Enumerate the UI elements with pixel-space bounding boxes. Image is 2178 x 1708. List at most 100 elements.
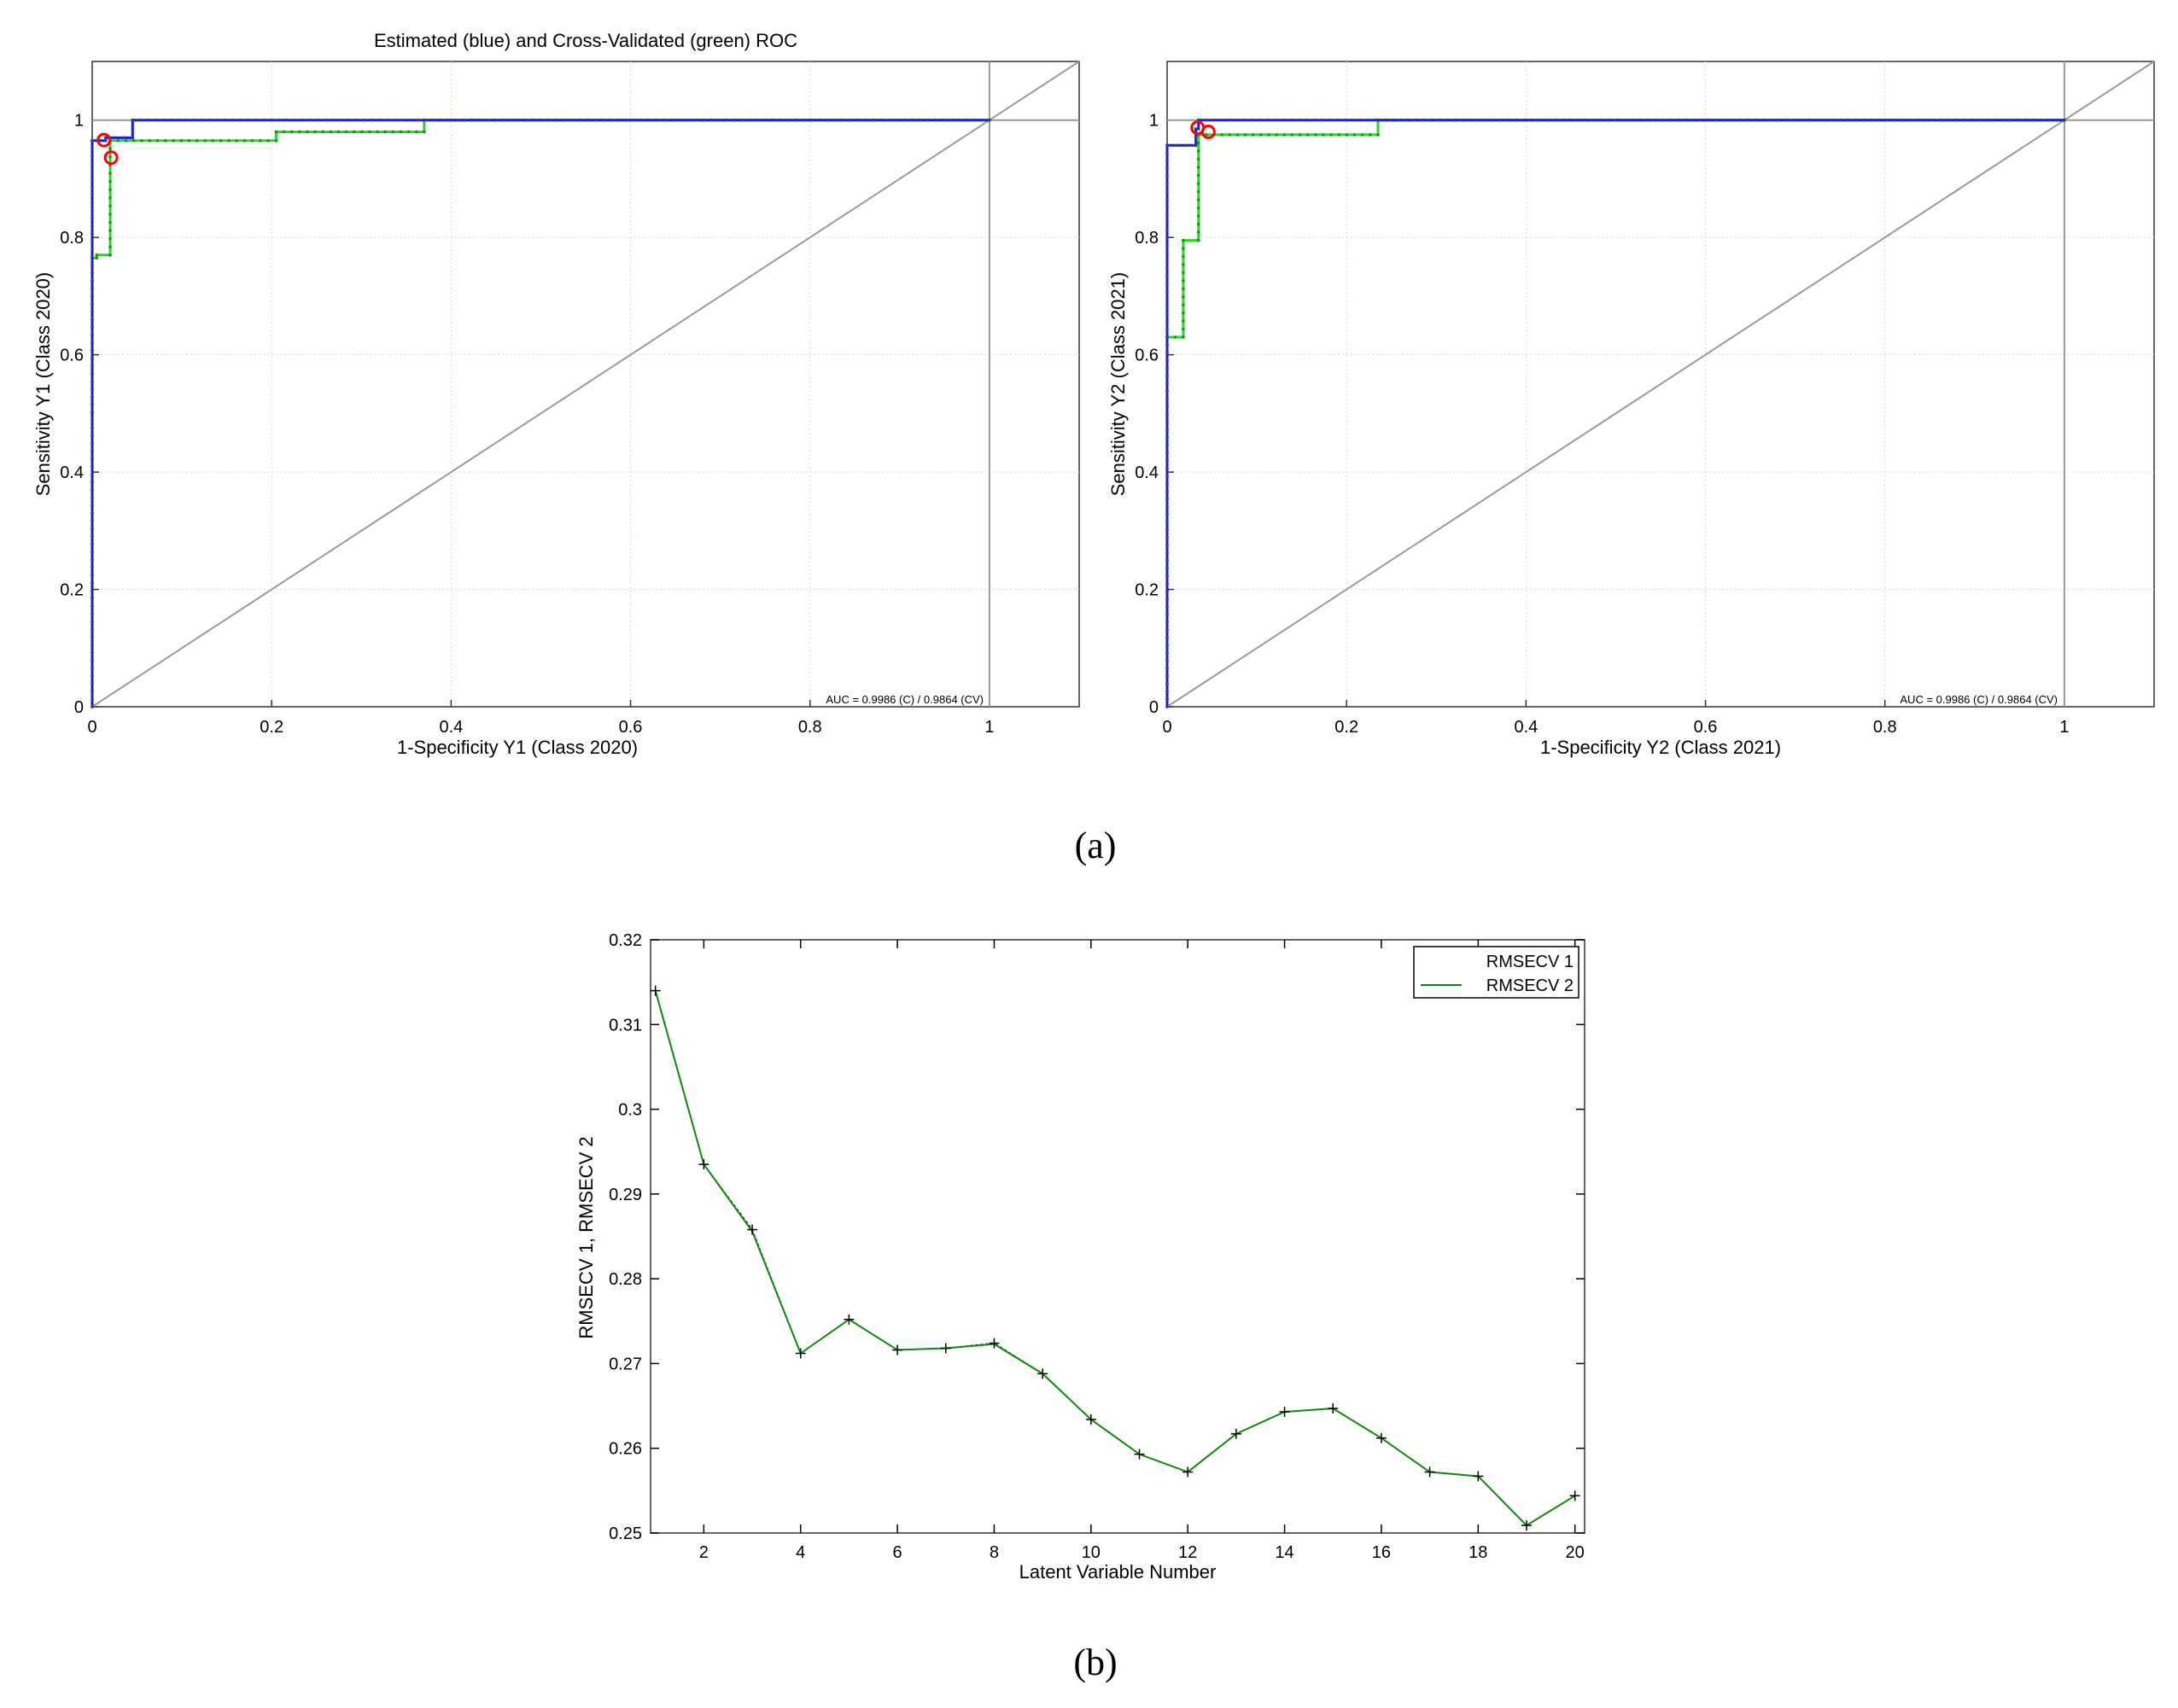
cross-validated-roc-line-marker — [1369, 133, 1372, 137]
cross-validated-roc-line-marker — [1196, 206, 1200, 210]
estimated-roc-line-marker — [1815, 118, 1819, 122]
y-axis-label: Sensitivity Y2 (Class 2021) — [1107, 272, 1129, 497]
estimated-roc-line-marker — [1165, 328, 1169, 332]
cross-validated-roc-line-marker — [282, 130, 286, 134]
cross-validated-roc-line-marker — [187, 138, 191, 143]
estimated-roc-line-marker — [91, 635, 94, 639]
estimated-roc-line-marker — [1977, 118, 1982, 122]
estimated-roc-line-marker — [1552, 118, 1556, 122]
x-tick-label: 1 — [984, 718, 994, 737]
estimated-roc-line-marker — [818, 118, 821, 122]
estimated-roc-line-marker — [1165, 512, 1169, 516]
cross-validated-roc-line-marker — [298, 130, 301, 134]
cross-validated-roc-line-marker — [1182, 247, 1185, 250]
estimated-roc-line-marker — [1398, 118, 1402, 122]
estimated-roc-line-marker — [1328, 118, 1332, 122]
estimated-roc-line-marker — [733, 118, 737, 122]
estimated-roc-line-marker — [1165, 520, 1169, 524]
estimated-roc-line-marker — [308, 118, 312, 122]
estimated-roc-line-marker — [1165, 374, 1169, 378]
estimated-roc-line-marker — [1165, 389, 1169, 393]
estimated-roc-line-marker — [1661, 118, 1664, 122]
estimated-roc-line-marker — [91, 511, 94, 515]
estimated-roc-line-marker — [1165, 220, 1169, 224]
cross-validated-roc-line-marker — [108, 220, 112, 224]
y-tick-label: 0.26 — [609, 1440, 642, 1459]
cross-validated-roc-line-marker — [1182, 238, 1185, 242]
estimated-roc-line-marker — [1769, 118, 1772, 122]
estimated-roc-line-marker — [1194, 135, 1198, 139]
estimated-roc-line-marker — [1165, 551, 1169, 555]
estimated-roc-line-marker — [470, 118, 474, 122]
estimated-roc-line-marker — [91, 643, 94, 647]
estimated-roc-line-marker — [1165, 151, 1169, 155]
estimated-roc-line-marker — [131, 118, 135, 122]
estimated-roc-line-marker — [91, 565, 94, 569]
cross-validated-roc-line-marker — [108, 204, 112, 208]
cross-validated-roc-line-marker — [1182, 335, 1185, 339]
cross-validated-roc-line-marker — [336, 130, 341, 134]
y-tick-label: 1 — [74, 112, 84, 131]
cross-validated-roc-line-marker — [179, 138, 184, 143]
legend: RMSECV 1 RMSECV 2 — [1413, 946, 1579, 999]
estimated-roc-line-marker — [849, 118, 852, 122]
cross-validated-roc-line-marker — [227, 138, 231, 143]
estimated-roc-line-marker — [1165, 682, 1169, 685]
estimated-roc-line-marker — [1165, 697, 1169, 701]
estimated-roc-line-marker — [91, 154, 94, 158]
cross-validated-roc-line-marker — [1196, 214, 1200, 218]
estimated-roc-line-marker — [447, 118, 451, 122]
cross-validated-roc-line-marker — [1282, 133, 1287, 137]
estimated-roc-line-marker — [91, 341, 94, 344]
estimated-roc-line-marker — [1165, 412, 1169, 417]
x-tick-label: 16 — [1372, 1543, 1391, 1562]
estimated-roc-line-marker — [509, 118, 513, 122]
cross-validated-roc-line-marker — [1196, 157, 1200, 161]
estimated-roc-line-marker — [1165, 535, 1169, 539]
x-tick-label: 0.6 — [619, 718, 643, 737]
estimated-roc-line-marker — [1699, 118, 1703, 122]
estimated-roc-line-marker — [1165, 243, 1169, 248]
estimated-roc-line-marker — [1436, 118, 1440, 122]
cross-validated-roc-line-marker — [1345, 133, 1349, 137]
grid-lines — [1166, 61, 2154, 708]
cross-validated-roc-line-marker — [1298, 133, 1302, 137]
cross-validated-roc-line-marker — [391, 130, 395, 134]
cross-validated-roc-line-marker — [155, 138, 160, 143]
estimated-roc-line-marker — [1194, 143, 1198, 148]
x-tick-label: 2 — [699, 1543, 709, 1562]
estimated-roc-line-marker — [826, 118, 829, 122]
estimated-roc-line-marker — [1165, 466, 1169, 470]
estimated-roc-line-marker — [91, 650, 94, 655]
estimated-roc-line-marker — [91, 620, 94, 623]
estimated-roc-line-marker — [1777, 118, 1780, 122]
estimated-roc-line-marker — [1165, 251, 1169, 255]
cross-validated-roc-line-marker — [1235, 133, 1240, 137]
cross-validated-roc-line-marker — [211, 138, 215, 143]
estimated-roc-line-marker — [1823, 118, 1827, 122]
estimated-roc-line-marker — [1784, 118, 1788, 122]
cross-validated-roc-line-marker — [1182, 287, 1185, 291]
operating-point-marker — [96, 132, 112, 148]
estimated-roc-line-marker — [91, 573, 94, 577]
estimated-roc-line-marker — [1194, 127, 1198, 131]
estimated-roc-line-marker — [1367, 118, 1370, 122]
estimated-roc-line-marker — [1421, 118, 1425, 122]
estimated-roc-line-marker — [370, 118, 374, 122]
estimated-roc-line-marker — [679, 118, 683, 122]
cross-validated-roc-line-marker — [313, 130, 317, 134]
estimated-roc-line-marker — [91, 394, 94, 399]
estimated-roc-line-marker — [1165, 613, 1169, 616]
estimated-roc-line-marker — [91, 697, 94, 701]
estimated-roc-line-marker — [91, 705, 94, 708]
estimated-roc-line-marker — [547, 118, 552, 122]
cross-validated-roc-line-marker — [274, 130, 278, 134]
estimated-roc-line-marker — [91, 604, 94, 608]
estimated-roc-line-marker — [1900, 118, 1904, 122]
estimated-roc-line-marker — [1985, 118, 1989, 122]
estimated-roc-line-marker — [602, 118, 605, 122]
y-tick-label: 0.4 — [60, 463, 84, 482]
estimated-roc-line-marker — [1575, 118, 1579, 122]
estimated-roc-line-marker — [1390, 118, 1393, 122]
